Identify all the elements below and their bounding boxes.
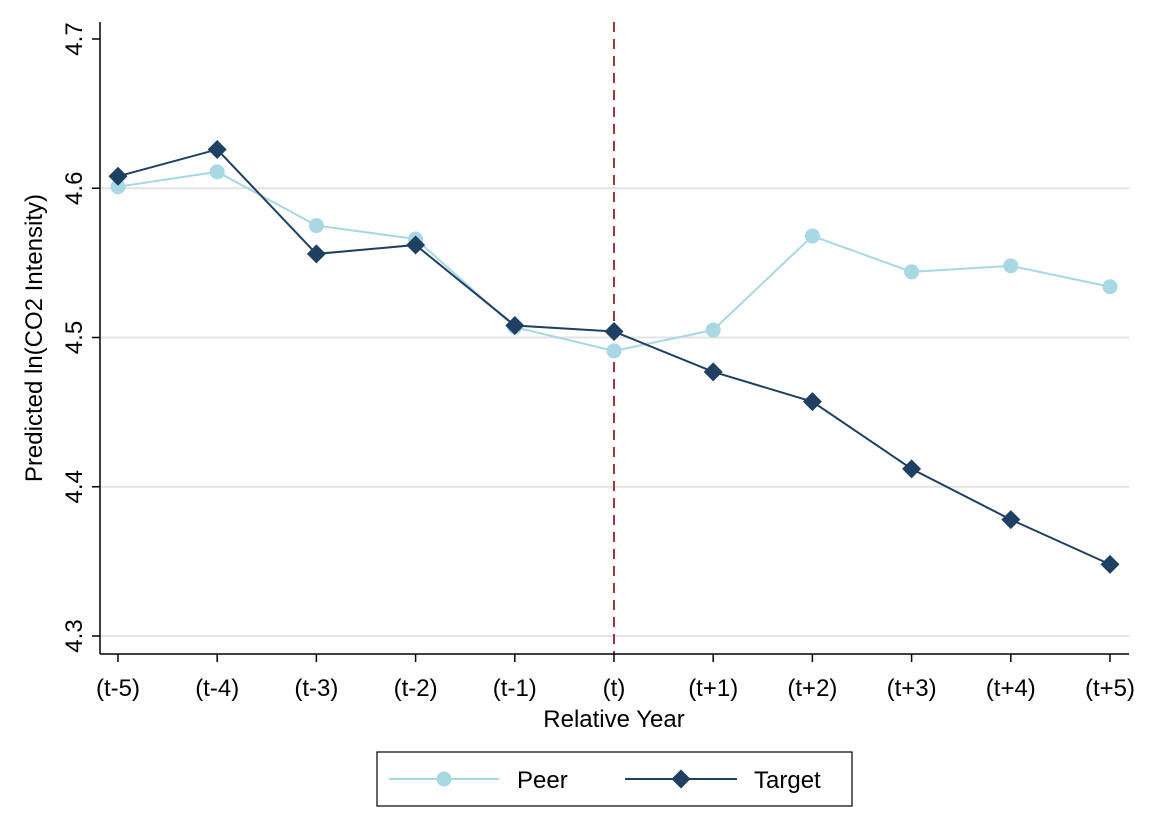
legend-peer-marker [436, 771, 452, 787]
x-tick-label: (t+3) [887, 675, 937, 702]
x-axis-title: Relative Year [543, 706, 684, 733]
y-tick-label: 4.6 [61, 172, 88, 205]
x-tick-label: (t-2) [394, 675, 438, 702]
x-ticks: (t-5) (t-4) (t-3) (t-2) (t-1) (t) (t+1) (t+2) (t… [96, 654, 1135, 702]
legend-target-label: Target [754, 767, 821, 794]
peer-point [705, 322, 721, 338]
target-point [604, 322, 624, 342]
legend-target-marker [671, 769, 691, 789]
y-tick-label: 4.4 [61, 470, 88, 503]
x-tick-label: (t-5) [96, 675, 140, 702]
legend: Peer Target [376, 751, 853, 807]
x-tick-label: (t+5) [1085, 675, 1135, 702]
peer-point [1003, 258, 1019, 274]
target-point [108, 166, 128, 186]
series-group [108, 139, 1120, 574]
x-tick-label: (t+4) [986, 675, 1036, 702]
y-tick-label: 4.3 [61, 619, 88, 652]
target-series [108, 139, 1120, 574]
target-point [802, 392, 822, 412]
peer-point [606, 343, 622, 359]
x-tick-label: (t+1) [688, 675, 738, 702]
target-point [306, 244, 326, 264]
peer-point [110, 179, 126, 195]
target-point [902, 459, 922, 479]
peer-point [804, 228, 820, 244]
x-tick-label: (t-1) [493, 675, 537, 702]
target-point [406, 235, 426, 255]
target-point [703, 362, 723, 382]
target-point [505, 316, 525, 336]
x-tick-label: (t-3) [294, 675, 338, 702]
peer-point [904, 264, 920, 280]
y-ticks: 4.3 4.4 4.5 4.6 4.7 [61, 22, 100, 653]
peer-point [308, 218, 324, 234]
target-point [207, 139, 227, 159]
target-point [1001, 510, 1021, 530]
x-tick-label: (t+2) [787, 675, 837, 702]
x-tick-label: (t) [603, 675, 626, 702]
x-tick-label: (t-4) [195, 675, 239, 702]
legend-peer-label: Peer [517, 767, 568, 794]
peer-point [209, 164, 225, 180]
y-tick-label: 4.7 [61, 22, 88, 55]
target-point [1100, 554, 1120, 574]
peer-point [1102, 279, 1118, 295]
y-tick-label: 4.5 [61, 321, 88, 354]
y-axis-title: Predicted ln(CO2 Intensity) [21, 194, 48, 482]
